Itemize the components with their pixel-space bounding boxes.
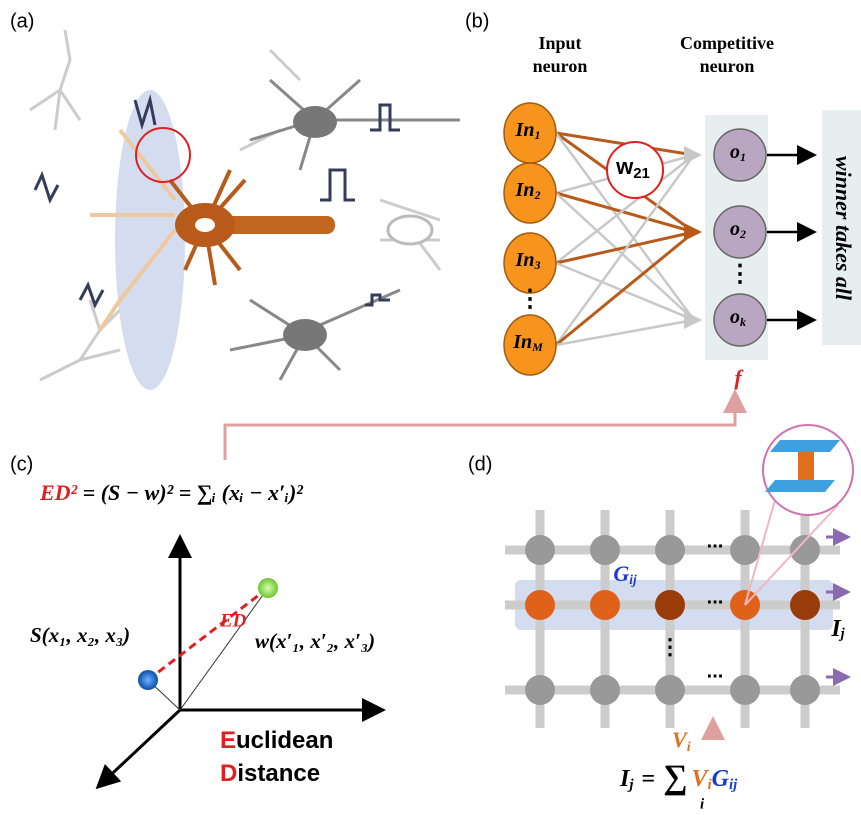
point-label: S(x₁, x₂, x₃): [30, 623, 130, 647]
figure: (a) (b) (c) (d) Input neuron Competitive…: [0, 0, 861, 815]
sum: ∑: [663, 759, 687, 796]
memristor: [655, 535, 685, 565]
winner-label: winner takes all: [831, 156, 856, 301]
voltage-label: Vi: [672, 727, 691, 755]
eq: =: [642, 766, 656, 792]
formula: ED² = (S − w)² = ∑ᵢ (xᵢ − x′ᵢ)²: [39, 480, 303, 505]
sum-index: i: [700, 796, 705, 812]
memristor: [590, 675, 620, 705]
node-label: Ij: [830, 616, 845, 643]
base: In: [515, 119, 535, 141]
sub: 2: [533, 188, 540, 202]
base: o: [730, 306, 740, 328]
node-label: Gij: [613, 561, 637, 587]
base: In: [512, 331, 532, 353]
ellipsis: ...: [707, 586, 724, 608]
sub: 3: [533, 258, 540, 272]
ellipsis: ⋮: [728, 260, 752, 287]
ellipsis: ⋮: [659, 634, 681, 659]
arrowhead: [684, 146, 702, 164]
header: neuron: [533, 56, 588, 76]
point-label: w(x′₁, x′₂, x′₃): [255, 629, 375, 653]
sub: 21: [633, 165, 650, 182]
memristor: [525, 675, 555, 705]
caption-rest: istance: [237, 760, 320, 787]
caption-initial: D: [220, 760, 237, 787]
neuron-illustration: [30, 30, 460, 390]
point-w: [258, 578, 278, 598]
base: o: [730, 218, 740, 240]
caption: Distance: [220, 760, 320, 787]
memristor: [655, 675, 685, 705]
sub: 1: [740, 150, 746, 164]
memristor: [525, 535, 555, 565]
base: G: [613, 561, 629, 586]
memristor: [730, 535, 760, 565]
panel-label: (a): [10, 10, 34, 32]
base: w: [615, 154, 634, 179]
sub: ij: [629, 572, 637, 587]
crossbar-formula: Ij=∑ViGij: [619, 759, 738, 796]
header: Input: [538, 33, 581, 53]
sub: 2: [739, 227, 746, 241]
sub: i: [687, 740, 691, 755]
connector: [225, 395, 735, 460]
memristor: [790, 590, 820, 620]
arrowhead: [684, 223, 702, 241]
sub: M: [531, 340, 543, 354]
base: o: [730, 141, 740, 163]
caption: Euclidean: [220, 727, 333, 754]
formula-rhs: = (S − w)² = ∑ᵢ (xᵢ − x′ᵢ)²: [83, 480, 304, 505]
memristor: [790, 675, 820, 705]
caption-rest: uclidean: [236, 727, 333, 754]
connection: [556, 320, 694, 345]
memristor: [730, 675, 760, 705]
arrowhead: [684, 311, 702, 329]
sub: j: [839, 626, 846, 642]
header: Competitive: [680, 33, 774, 53]
distance-line: [148, 588, 268, 680]
ellipsis: ...: [707, 530, 724, 552]
memristor: [655, 590, 685, 620]
sub: j: [627, 777, 634, 793]
memristor: [525, 590, 555, 620]
panel-label: (c): [10, 453, 33, 475]
formula-lhs: ED²: [39, 480, 78, 505]
base: In: [515, 179, 535, 201]
base: G: [712, 766, 730, 792]
point-s: [138, 670, 158, 690]
ellipsis: ⋮: [518, 285, 542, 312]
ed-label: ED: [219, 610, 247, 631]
panel-label: (b): [465, 10, 489, 32]
base: In: [515, 249, 535, 271]
sub: k: [740, 315, 746, 329]
activation: f: [734, 365, 744, 390]
sub: ij: [729, 777, 738, 793]
panel-label: (d): [468, 453, 492, 475]
memristor: [590, 590, 620, 620]
header: neuron: [700, 56, 755, 76]
sub: 1: [534, 128, 540, 142]
ellipsis: ...: [707, 660, 724, 682]
caption-initial: E: [220, 727, 236, 754]
